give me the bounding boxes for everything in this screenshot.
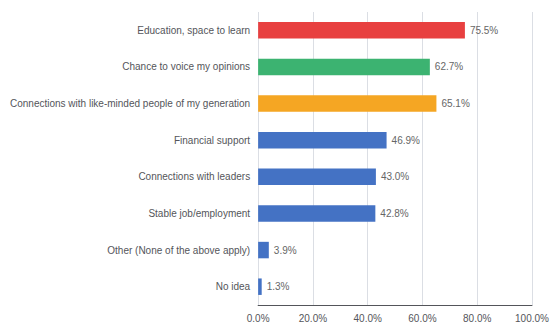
svg-text:75.5%: 75.5% <box>470 25 498 36</box>
svg-text:60.0%: 60.0% <box>408 313 436 324</box>
svg-text:Connections with leaders: Connections with leaders <box>138 171 250 182</box>
svg-text:43.0%: 43.0% <box>381 171 409 182</box>
svg-text:Other (None of the above apply: Other (None of the above apply) <box>107 245 250 256</box>
svg-text:0.0%: 0.0% <box>247 313 270 324</box>
svg-text:3.9%: 3.9% <box>274 245 297 256</box>
svg-text:Financial support: Financial support <box>174 135 250 146</box>
svg-text:Education, space to learn: Education, space to learn <box>137 25 250 36</box>
svg-text:46.9%: 46.9% <box>392 135 420 146</box>
svg-text:80.0%: 80.0% <box>463 313 491 324</box>
svg-text:Connections with like-minded p: Connections with like-minded people of m… <box>10 98 250 109</box>
svg-text:No idea: No idea <box>216 281 251 292</box>
svg-text:40.0%: 40.0% <box>354 313 382 324</box>
svg-text:65.1%: 65.1% <box>441 98 469 109</box>
svg-text:Stable job/employment: Stable job/employment <box>148 208 250 219</box>
svg-text:62.7%: 62.7% <box>435 61 463 72</box>
svg-text:20.0%: 20.0% <box>299 313 327 324</box>
svg-text:1.3%: 1.3% <box>267 281 290 292</box>
svg-text:100.0%: 100.0% <box>515 313 549 324</box>
svg-text:42.8%: 42.8% <box>380 208 408 219</box>
svg-text:Chance to voice my opinions: Chance to voice my opinions <box>122 61 250 72</box>
